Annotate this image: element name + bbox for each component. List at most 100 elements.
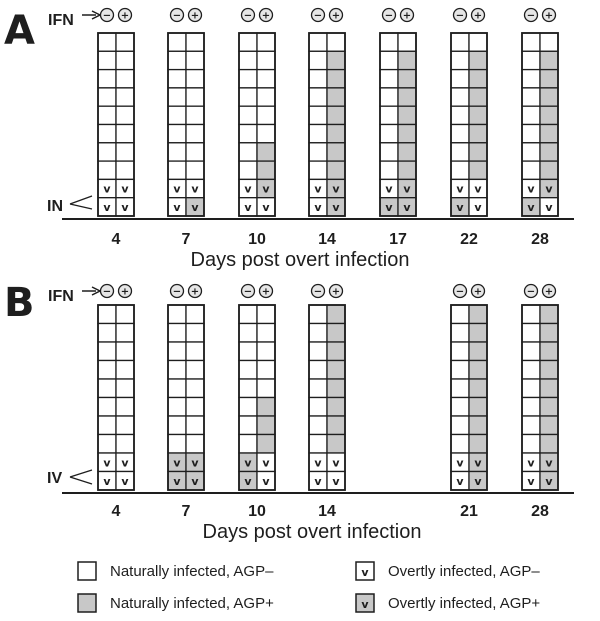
grid-cell xyxy=(326,105,346,126)
grid-cell xyxy=(521,160,541,181)
grid-cell xyxy=(115,322,135,343)
grid-cell xyxy=(97,359,117,380)
minus-icon xyxy=(310,7,326,23)
grid-cell xyxy=(167,322,187,343)
column-border xyxy=(167,32,205,217)
grid-cell xyxy=(397,105,417,126)
grid-cell xyxy=(238,359,258,380)
panel-b-overt-label: IV xyxy=(47,470,62,487)
grid-cell xyxy=(167,433,187,454)
grid-cell xyxy=(167,160,187,181)
overt-mark: v xyxy=(173,457,181,470)
grid-cell xyxy=(397,68,417,89)
grid-cell xyxy=(238,32,258,52)
column-border xyxy=(379,32,417,217)
grid-cell xyxy=(115,304,135,325)
grid-cell xyxy=(450,415,470,436)
grid-cell xyxy=(450,160,470,181)
minus-symbol: − xyxy=(103,11,111,22)
plus-symbol: + xyxy=(262,11,270,22)
minus-icon xyxy=(99,283,115,299)
grid-cell xyxy=(115,50,135,71)
grid-cell xyxy=(326,378,346,399)
grid-cell xyxy=(326,87,346,107)
plus-icon xyxy=(470,7,486,23)
overt-mark: v xyxy=(545,201,553,214)
grid-cell xyxy=(185,105,205,126)
overt-mark: v xyxy=(262,183,270,196)
minus-symbol: − xyxy=(314,287,322,298)
grid-cell xyxy=(97,341,117,362)
grid-cell xyxy=(97,68,117,89)
grid-cell xyxy=(115,160,135,181)
grid-cell xyxy=(97,105,117,126)
grid-cell xyxy=(185,433,205,454)
grid-cell xyxy=(539,359,559,380)
overt-mark: v xyxy=(103,475,111,488)
minus-icon xyxy=(310,283,326,299)
day-label: 28 xyxy=(531,503,549,520)
grid-cell xyxy=(539,433,559,454)
overt-arrow xyxy=(69,469,93,478)
grid-cell xyxy=(167,68,187,89)
grid-cell xyxy=(167,123,187,144)
grid-cell xyxy=(185,142,205,162)
grid-cell xyxy=(185,396,205,417)
column-border xyxy=(97,32,135,217)
grid-cell xyxy=(256,87,276,107)
grid-cell xyxy=(167,396,187,417)
grid-cell xyxy=(468,396,488,417)
plus-icon xyxy=(187,283,203,299)
grid-cell xyxy=(539,396,559,417)
column-border xyxy=(521,32,559,217)
grid-cell xyxy=(256,322,276,343)
minus-symbol: − xyxy=(173,11,181,22)
overt-mark: v xyxy=(527,183,535,196)
panel-a-axis-label: Days post overt infection xyxy=(191,249,410,271)
minus-symbol: − xyxy=(456,11,464,22)
overt-mark: v xyxy=(527,457,535,470)
overt-mark: v xyxy=(527,201,535,214)
minus-icon xyxy=(169,283,185,299)
panel-b-letter: B xyxy=(4,280,35,326)
grid-cell xyxy=(450,359,470,380)
grid-cell xyxy=(115,105,135,126)
grid-cell xyxy=(326,50,346,71)
grid-cell xyxy=(256,142,276,162)
overt-mark: v xyxy=(244,475,252,488)
grid-cell xyxy=(115,32,135,52)
grid-cell xyxy=(167,50,187,71)
grid-cell xyxy=(539,105,559,126)
grid-cell xyxy=(468,123,488,144)
plus-icon xyxy=(328,7,344,23)
plus-icon xyxy=(117,283,133,299)
grid-cell xyxy=(521,142,541,162)
grid-cell xyxy=(468,50,488,71)
plus-icon xyxy=(470,283,486,299)
grid-cell xyxy=(97,50,117,71)
minus-symbol: − xyxy=(173,287,181,298)
legend-swatch xyxy=(77,561,97,581)
grid-cell xyxy=(468,105,488,126)
grid-cell xyxy=(256,378,276,399)
day-label: 4 xyxy=(112,503,121,520)
grid-cell xyxy=(326,396,346,417)
grid-cell xyxy=(115,341,135,362)
overt-mark: v xyxy=(314,183,322,196)
minus-icon xyxy=(523,283,539,299)
grid-cell xyxy=(326,359,346,380)
grid-cell xyxy=(379,123,399,144)
grid-cell xyxy=(238,105,258,126)
grid-cell xyxy=(379,105,399,126)
grid-cell xyxy=(308,123,328,144)
grid-cell xyxy=(379,68,399,89)
grid-cell xyxy=(256,359,276,380)
grid-cell xyxy=(256,105,276,126)
overt-arrow xyxy=(69,195,93,205)
overt-mark: v xyxy=(456,457,464,470)
overt-mark: v xyxy=(385,201,393,214)
overt-mark: v xyxy=(262,457,270,470)
